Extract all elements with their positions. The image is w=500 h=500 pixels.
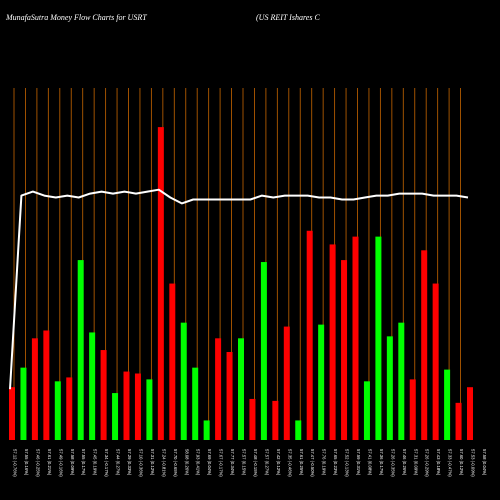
x-tick-label: 57.34 (-0.17%) bbox=[104, 449, 109, 477]
x-axis-tick-labels: 57.12 (-0.76%) 57.55 (0.16%) 57.46 (-0.25%… bbox=[13, 449, 487, 477]
x-tick-label: 57.77 (0.34%) bbox=[230, 449, 235, 476]
x-tick-label: 57.59 (0.31%) bbox=[356, 449, 361, 476]
x-tick-label: 57.47 (-0.50%) bbox=[310, 449, 315, 477]
x-tick-label: 57.65 (0.23%) bbox=[333, 449, 338, 476]
x-tick-label: 57.61 (0.25%) bbox=[299, 449, 304, 476]
money-flow-bar bbox=[386, 336, 393, 440]
money-flow-bar bbox=[112, 393, 119, 440]
money-flow-bar bbox=[77, 260, 84, 440]
x-tick-label: 57.55 (0.17%) bbox=[81, 449, 86, 476]
x-tick-label: 57.42 (0.12%) bbox=[276, 449, 281, 476]
money-flow-bar bbox=[295, 420, 302, 440]
money-flow-bar bbox=[66, 377, 73, 440]
x-tick-label: 57.12 (-0.76%) bbox=[13, 449, 18, 477]
money-flow-bar bbox=[409, 379, 416, 440]
price-line-layer bbox=[9, 188, 469, 390]
x-tick-label: 57.93 (0.41%) bbox=[196, 449, 201, 476]
money-flow-bars bbox=[9, 127, 473, 440]
x-tick-label: 57.45 (0.19%) bbox=[93, 449, 98, 476]
money-flow-bar bbox=[283, 326, 290, 440]
money-flow-bar bbox=[89, 332, 96, 440]
money-flow-bar bbox=[54, 381, 61, 440]
money-flow-bar bbox=[238, 338, 244, 440]
x-tick-label: 57.61 (0.21%) bbox=[47, 449, 52, 476]
x-tick-label: 57.44 (0.27%) bbox=[116, 449, 121, 476]
money-flow-bar bbox=[432, 283, 439, 440]
x-tick-label: 58.08 (0.26%) bbox=[184, 449, 189, 476]
x-tick-label: 57.48 (-0.15%) bbox=[253, 449, 258, 477]
money-flow-bar bbox=[169, 283, 176, 440]
money-flow-bar bbox=[20, 367, 27, 440]
x-tick-label: 57.57 (0.15%) bbox=[242, 449, 247, 476]
money-flow-bar bbox=[444, 369, 451, 440]
money-flow-bar bbox=[226, 352, 233, 440]
money-flow-bar bbox=[421, 250, 428, 440]
money-flow-bar bbox=[318, 324, 325, 440]
money-flow-bar bbox=[123, 371, 130, 440]
money-flow-bar bbox=[146, 379, 153, 440]
x-tick-label: 57.52 (-0.13%) bbox=[345, 449, 350, 477]
x-tick-label: 57.35 (-0.46%) bbox=[287, 449, 292, 477]
x-tick-label: 57.10 (-0.36%) bbox=[138, 449, 143, 477]
money-flow-bar bbox=[215, 338, 222, 440]
x-tick-label: 57.57 (0.27%) bbox=[264, 449, 269, 476]
money-flow-bar bbox=[341, 260, 348, 440]
money-flow-bar bbox=[180, 322, 187, 440]
price-line bbox=[9, 188, 469, 390]
money-flow-bar bbox=[260, 262, 267, 440]
money-flow-bar bbox=[398, 322, 405, 440]
money-flow-bar bbox=[329, 244, 336, 440]
chart-title: MunafaSutra Money Flow Charts for USRT bbox=[5, 13, 147, 22]
money-flow-bar bbox=[352, 236, 359, 440]
x-tick-label: 57.43 (0.18%) bbox=[436, 449, 441, 476]
x-tick-label: 57.70 (-0.65%) bbox=[173, 449, 178, 477]
x-tick-label: 57.69 (0.04%) bbox=[207, 449, 212, 476]
x-tick-label: 57.24 (-0.81%) bbox=[161, 449, 166, 477]
x-tick-label: 57.67 (-0.17%) bbox=[219, 449, 224, 477]
x-tick-label: 57.29 (0.33%) bbox=[127, 449, 132, 476]
money-flow-bar bbox=[272, 400, 279, 440]
x-tick-label: 57.41 (0.08%) bbox=[367, 449, 372, 476]
x-tick-label: 57.49 (-0.16%) bbox=[58, 449, 63, 477]
money-flow-bar bbox=[467, 387, 473, 440]
x-tick-label: 57.58 (0.09%) bbox=[70, 449, 75, 476]
money-flow-bar bbox=[306, 230, 313, 440]
chart-subtitle: (US REIT Ishares C bbox=[256, 13, 320, 22]
x-tick-label: 57.26 (-0.35%) bbox=[390, 449, 395, 477]
money-flow-bar bbox=[249, 398, 256, 440]
money-flow-bar bbox=[363, 381, 370, 440]
x-tick-label: 57.76 (0.19%) bbox=[322, 449, 327, 476]
x-tick-label: 57.26 (-0.29%) bbox=[425, 449, 430, 477]
money-flow-bar bbox=[203, 420, 210, 440]
money-flow-bar bbox=[100, 350, 107, 440]
x-tick-label: 57.46 (-0.25%) bbox=[35, 449, 40, 477]
x-tick-label: 57.31 (0.09%) bbox=[413, 449, 418, 476]
x-tick-label: 57.46 (0.26%) bbox=[402, 449, 407, 476]
money-flow-bar bbox=[157, 127, 164, 440]
x-tick-label: 57.58 (0.04%) bbox=[482, 449, 487, 476]
money-flow-bar bbox=[375, 236, 382, 440]
money-flow-bar bbox=[31, 338, 38, 440]
x-tick-label: 57.53 (-0.09%) bbox=[471, 449, 476, 477]
x-tick-label: 57.33 (-0.47%) bbox=[448, 449, 453, 477]
money-flow-bar bbox=[455, 402, 462, 440]
x-tick-label: 57.36 (0.17%) bbox=[379, 449, 384, 476]
money-flow-bar bbox=[43, 330, 50, 440]
money-flow-bar bbox=[192, 367, 199, 440]
x-tick-label: 57.31 (0.12%) bbox=[150, 449, 155, 476]
money-flow-bar bbox=[134, 373, 141, 440]
x-tick-label: 57.60 (0.12%) bbox=[459, 449, 464, 476]
money-flow-bar bbox=[9, 387, 15, 440]
x-tick-label: 57.55 (0.16%) bbox=[24, 449, 29, 476]
